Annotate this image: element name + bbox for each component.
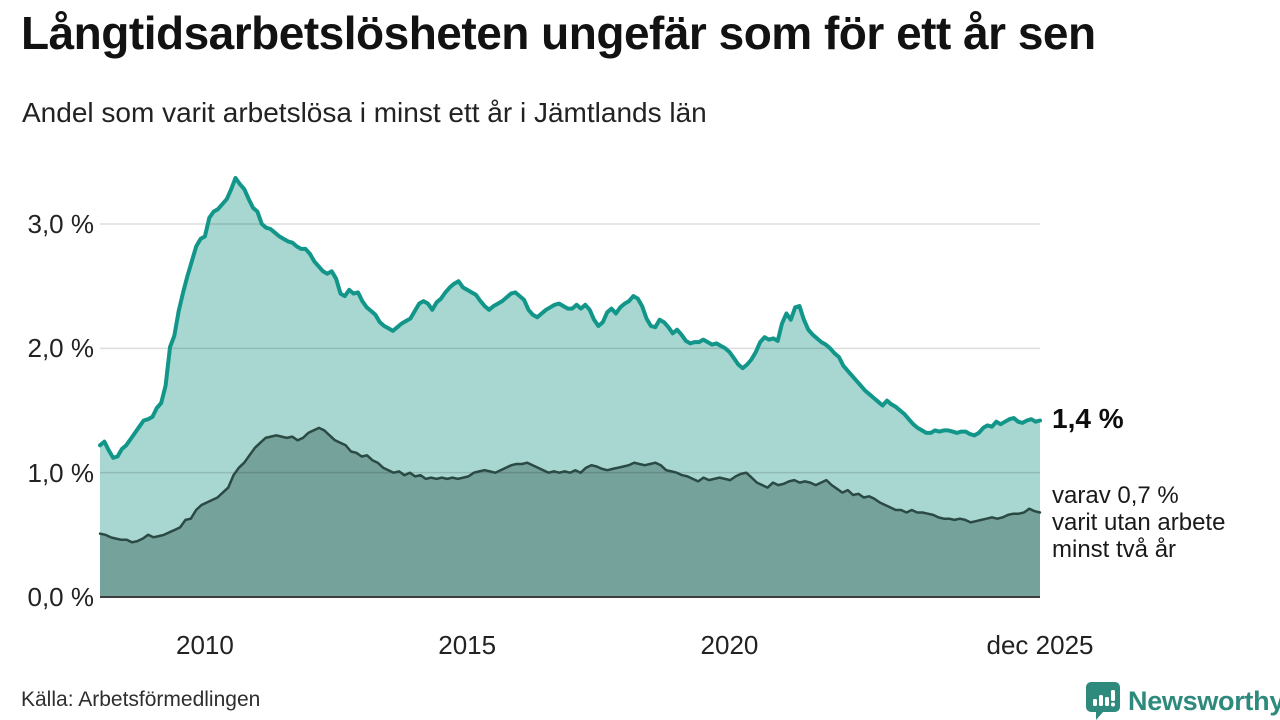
x-tick-label: 2020 xyxy=(700,630,759,660)
y-tick-label: 0,0 % xyxy=(27,582,95,612)
source-caption: Källa: Arbetsförmedlingen xyxy=(21,688,261,711)
note-line: minst två år xyxy=(1052,536,1177,563)
latest-value-label: 1,4 % xyxy=(1052,403,1124,434)
y-tick-label: 1,0 % xyxy=(27,457,95,488)
chart-subtitle: Andel som varit arbetslösa i minst ett å… xyxy=(22,97,707,128)
page-title: Långtidsarbetslösheten ungefär som för e… xyxy=(21,7,1096,59)
two-year-note: varav 0,7 % varit utan arbete minst två … xyxy=(1052,482,1225,563)
area-fill-unemployed-two-years xyxy=(100,427,1040,597)
line-unemployed-two-years xyxy=(98,426,1042,544)
x-tick-label: 2015 xyxy=(438,630,497,660)
x-tick-label: dec 2025 xyxy=(986,630,1094,660)
note-line: varav 0,7 % xyxy=(1052,482,1179,509)
y-tick-label: 2,0 % xyxy=(27,333,95,364)
newsworthy-logo: Newsworthy xyxy=(1086,682,1280,720)
line-unemployed-one-year xyxy=(98,176,1042,460)
x-tick-label: 2010 xyxy=(175,630,234,660)
note-line: varit utan arbete xyxy=(1052,509,1226,536)
y-tick-label: 3,0 % xyxy=(27,209,95,239)
newsworthy-bubble-icon xyxy=(1086,682,1120,720)
brand-name: Newsworthy xyxy=(1128,685,1280,716)
